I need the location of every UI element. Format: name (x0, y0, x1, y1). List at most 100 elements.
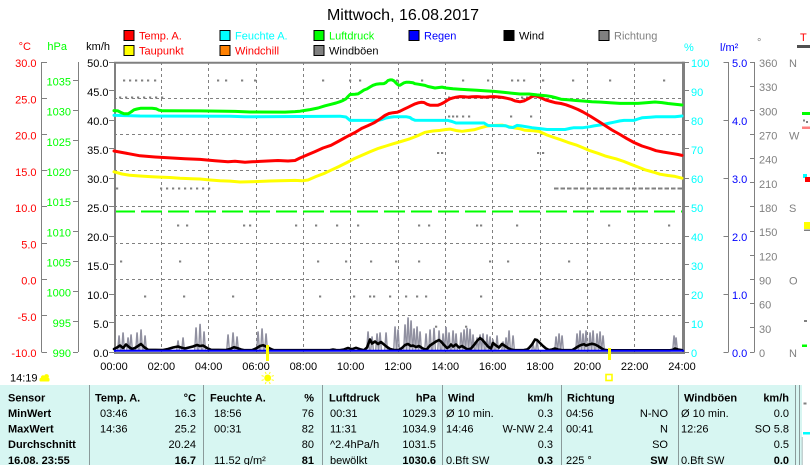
svg-text:995: 995 (53, 318, 71, 330)
svg-text:Regen: Regen (424, 31, 456, 43)
svg-text:Richtung: Richtung (567, 393, 615, 405)
svg-text:16.3: 16.3 (175, 408, 196, 420)
svg-text:240: 240 (759, 155, 777, 167)
svg-text:0: 0 (759, 348, 765, 360)
svg-text:15.0: 15.0 (15, 167, 36, 179)
svg-text:4.0: 4.0 (732, 116, 747, 128)
svg-text:0.Bft SW: 0.Bft SW (681, 455, 725, 465)
svg-text:3.0: 3.0 (732, 174, 747, 186)
svg-text:Wind: Wind (519, 31, 544, 43)
svg-text:Durchschnitt: Durchschnitt (8, 439, 76, 451)
svg-text:MaxWert: MaxWert (8, 424, 54, 436)
svg-text:1031.5: 1031.5 (402, 439, 436, 451)
svg-text:81: 81 (302, 455, 314, 465)
svg-text:W-NW 2.4: W-NW 2.4 (502, 424, 553, 436)
svg-text:100: 100 (691, 58, 709, 70)
svg-text:11:31: 11:31 (330, 424, 357, 436)
svg-text:50.0: 50.0 (87, 58, 108, 70)
svg-text:06:00: 06:00 (242, 361, 270, 373)
svg-text:35.0: 35.0 (87, 145, 108, 157)
svg-text:30.0: 30.0 (15, 58, 36, 70)
svg-text:16.08. 23:55: 16.08. 23:55 (8, 455, 70, 465)
svg-text:10.0: 10.0 (15, 203, 36, 215)
svg-text:Windböen: Windböen (684, 393, 737, 405)
svg-text:180: 180 (759, 203, 777, 215)
svg-text:16.7: 16.7 (175, 455, 196, 465)
svg-text:1025: 1025 (47, 137, 71, 149)
svg-text:360: 360 (759, 58, 777, 70)
svg-text:11.52 g/m²: 11.52 g/m² (214, 455, 266, 465)
svg-text:60: 60 (691, 174, 703, 186)
svg-text:SO 5.8: SO 5.8 (755, 424, 789, 436)
svg-text:330: 330 (759, 82, 777, 94)
svg-text:30.0: 30.0 (87, 174, 108, 186)
svg-text:1030: 1030 (47, 107, 71, 119)
svg-text:W: W (789, 131, 800, 143)
svg-text:1005: 1005 (47, 257, 71, 269)
svg-text:25.0: 25.0 (15, 94, 36, 106)
svg-text:25.2: 25.2 (175, 424, 196, 436)
svg-text:0.Bft SW: 0.Bft SW (446, 455, 490, 465)
svg-text:02:00: 02:00 (148, 361, 176, 373)
svg-text:300: 300 (759, 106, 777, 118)
svg-text:30: 30 (691, 261, 703, 273)
svg-text:20.0: 20.0 (15, 131, 36, 143)
svg-text:0.0: 0.0 (21, 276, 36, 288)
svg-text:1035: 1035 (47, 76, 71, 88)
svg-text:%: % (684, 42, 694, 54)
svg-text:0.3: 0.3 (538, 439, 553, 451)
svg-text:10:00: 10:00 (337, 361, 365, 373)
svg-text:18:00: 18:00 (526, 361, 554, 373)
svg-text:270: 270 (759, 131, 777, 143)
svg-text:60: 60 (759, 300, 771, 312)
svg-text:10: 10 (691, 319, 703, 331)
svg-text:Feuchte A.: Feuchte A. (210, 393, 266, 405)
svg-text:50: 50 (691, 203, 703, 215)
svg-text:0.3: 0.3 (538, 455, 553, 465)
svg-text:1015: 1015 (47, 197, 71, 209)
svg-text:0.5: 0.5 (774, 439, 789, 451)
svg-text:°: ° (757, 37, 761, 49)
svg-text:MinWert: MinWert (8, 408, 52, 420)
svg-text:80: 80 (691, 116, 703, 128)
svg-text:18:56: 18:56 (214, 408, 242, 420)
svg-text:03:46: 03:46 (100, 408, 128, 420)
svg-text:Feuchte A.: Feuchte A. (235, 31, 288, 43)
svg-text:2.0: 2.0 (732, 232, 747, 244)
svg-text:hPa: hPa (47, 41, 67, 53)
svg-text:0.0: 0.0 (732, 348, 747, 360)
svg-text:0.0: 0.0 (93, 348, 108, 360)
svg-text:°C: °C (19, 41, 31, 53)
svg-text:0.0: 0.0 (774, 455, 789, 465)
svg-text:0.0: 0.0 (774, 408, 789, 420)
svg-text:O: O (789, 276, 798, 288)
svg-text:40.0: 40.0 (87, 116, 108, 128)
svg-text:Richtung: Richtung (614, 31, 657, 43)
svg-text:20.0: 20.0 (87, 232, 108, 244)
svg-text:120: 120 (759, 251, 777, 263)
svg-text:20.24: 20.24 (168, 439, 196, 451)
svg-text:S: S (789, 203, 796, 215)
svg-text:Taupunkt: Taupunkt (139, 46, 184, 58)
svg-text:20: 20 (691, 290, 703, 302)
svg-text:210: 210 (759, 179, 777, 191)
svg-text:5.0: 5.0 (93, 319, 108, 331)
svg-text:10.0: 10.0 (87, 290, 108, 302)
svg-text:76: 76 (302, 408, 314, 420)
svg-text:0: 0 (691, 348, 697, 360)
svg-text:0.3: 0.3 (538, 408, 553, 420)
svg-text:Temp. A.: Temp. A. (95, 393, 140, 405)
svg-text:%: % (304, 393, 314, 405)
svg-text:Ø 10 min.: Ø 10 min. (681, 408, 729, 420)
svg-text:04:56: 04:56 (566, 408, 594, 420)
svg-text:bewölkt: bewölkt (330, 455, 367, 465)
svg-text:5.0: 5.0 (732, 58, 747, 70)
svg-text:°C: °C (184, 393, 196, 405)
svg-text:00:00: 00:00 (100, 361, 128, 373)
svg-text:SW: SW (650, 455, 668, 465)
svg-text:N-NO: N-NO (640, 408, 669, 420)
svg-text:1030.6: 1030.6 (402, 455, 436, 465)
svg-text:km/h: km/h (86, 41, 110, 53)
svg-text:-10.0: -10.0 (11, 348, 36, 360)
svg-text:990: 990 (53, 348, 71, 360)
